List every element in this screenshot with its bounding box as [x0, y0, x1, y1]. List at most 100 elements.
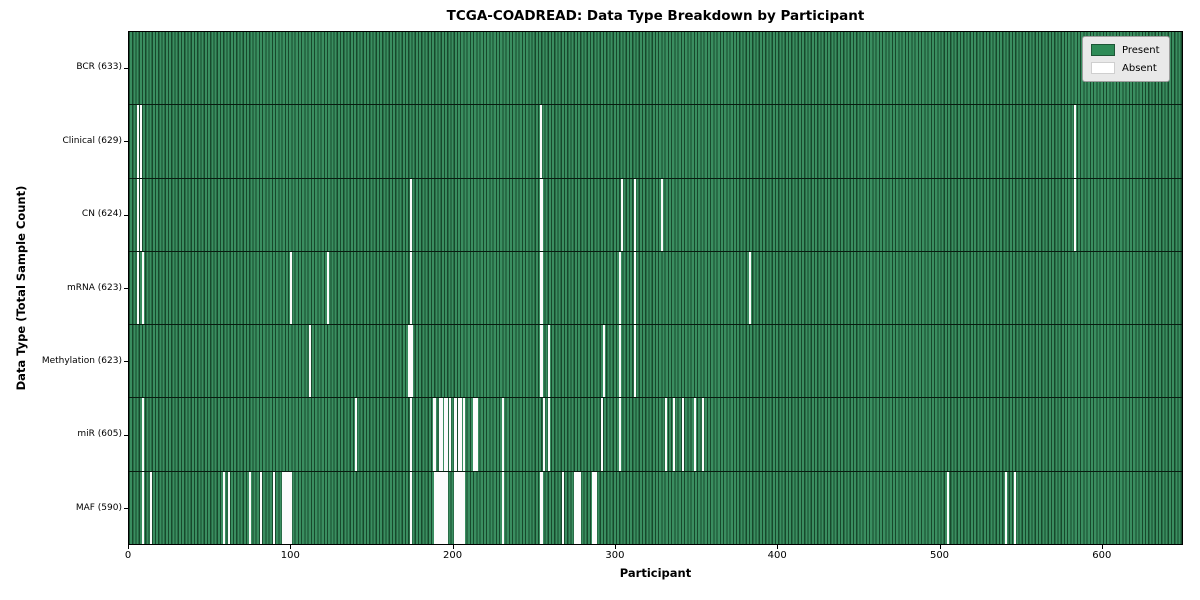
absent-swatch-icon	[1091, 62, 1115, 74]
absent-stripe	[502, 398, 505, 471]
absent-stripe	[223, 471, 226, 544]
absent-stripe	[539, 471, 542, 544]
absent-stripe	[460, 398, 463, 471]
absent-stripe	[542, 398, 545, 471]
absent-stripe	[289, 251, 292, 325]
absent-stripe	[281, 471, 284, 544]
x-axis-label: Participant	[619, 566, 692, 580]
absent-stripe	[661, 178, 664, 251]
row-Clinical	[129, 104, 1182, 178]
absent-stripe	[228, 471, 230, 544]
absent-stripe	[260, 471, 263, 544]
absent-stripe	[476, 398, 479, 471]
x-tick-label: 600	[1092, 550, 1112, 561]
absent-stripe	[448, 398, 451, 471]
absent-stripe	[633, 325, 636, 398]
x-tick-mark	[777, 545, 779, 549]
absent-stripe	[620, 178, 623, 251]
absent-stripe	[440, 471, 443, 544]
absent-stripe	[409, 251, 412, 325]
present-swatch-icon	[1091, 44, 1115, 56]
absent-stripe	[547, 398, 550, 471]
x-tick-label: 0	[124, 550, 132, 561]
x-tick-mark	[452, 545, 454, 549]
absent-stripe	[455, 398, 458, 471]
absent-stripe	[578, 471, 581, 544]
absent-stripe	[442, 471, 445, 544]
y-tick-mark	[124, 141, 128, 143]
x-tick-mark	[128, 545, 129, 549]
absent-stripe	[573, 471, 576, 544]
absent-stripe	[594, 471, 597, 544]
legend-label-absent: Absent	[1122, 62, 1157, 74]
x-tick-label: 300	[605, 550, 625, 561]
absent-stripe	[539, 105, 542, 178]
absent-stripe	[619, 325, 622, 398]
y-tick-mark	[124, 361, 128, 363]
absent-stripe	[327, 251, 330, 325]
absent-stripe	[591, 471, 594, 544]
absent-stripe	[502, 471, 505, 544]
absent-stripe	[409, 471, 412, 544]
y-tick-label-CN: CN (624)	[81, 209, 122, 220]
y-tick-label-mRNA: mRNA (623)	[67, 282, 122, 293]
row-Methylation	[129, 324, 1182, 398]
absent-stripe	[463, 471, 466, 544]
x-tick-mark	[290, 545, 292, 549]
absent-stripe	[286, 471, 289, 544]
absent-stripe	[593, 471, 596, 544]
absent-stripe	[456, 471, 459, 544]
absent-stripe	[672, 398, 675, 471]
absent-stripe	[453, 471, 456, 544]
y-tick-mark	[124, 434, 128, 436]
absent-stripe	[434, 471, 437, 544]
absent-stripe	[443, 398, 446, 471]
absent-stripe	[140, 178, 143, 251]
absent-stripe	[541, 325, 544, 398]
absent-stripe	[409, 325, 412, 398]
absent-stripe	[445, 471, 448, 544]
absent-stripe	[541, 471, 544, 544]
absent-stripe	[1013, 471, 1016, 544]
absent-stripe	[473, 398, 476, 471]
absent-stripe	[576, 471, 579, 544]
x-tick-label: 200	[443, 550, 463, 561]
y-tick-label-BCR: BCR (633)	[76, 62, 122, 73]
absent-stripe	[411, 325, 414, 398]
legend: Present Absent	[1082, 36, 1170, 82]
absent-stripe	[137, 178, 140, 251]
absent-stripe	[434, 398, 437, 471]
chart-title: TCGA-COADREAD: Data Type Breakdown by Pa…	[446, 8, 865, 24]
absent-stripe	[458, 471, 461, 544]
absent-stripe	[539, 178, 542, 251]
absent-stripe	[547, 325, 550, 398]
plot-area	[128, 31, 1183, 545]
x-tick-label: 100	[280, 550, 300, 561]
x-tick-label: 400	[767, 550, 787, 561]
absent-stripe	[749, 251, 752, 325]
absent-stripe	[435, 471, 438, 544]
absent-stripe	[575, 471, 578, 544]
row-MAF	[129, 470, 1182, 544]
row-CN	[129, 177, 1182, 251]
absent-stripe	[249, 471, 252, 544]
legend-item-absent: Absent	[1091, 62, 1161, 74]
absent-stripe	[474, 398, 477, 471]
absent-stripe	[289, 471, 292, 544]
absent-stripe	[463, 398, 466, 471]
absent-stripe	[664, 398, 667, 471]
absent-stripe	[141, 251, 144, 325]
absent-stripe	[601, 398, 604, 471]
y-tick-label-Methylation: Methylation (623)	[41, 355, 122, 366]
absent-stripe	[461, 471, 464, 544]
absent-stripe	[288, 471, 291, 544]
row-mRNA	[129, 250, 1182, 325]
absent-stripe	[439, 398, 441, 471]
x-tick-mark	[614, 545, 616, 549]
absent-stripe	[283, 471, 286, 544]
y-tick-label-Clinical: Clinical (629)	[62, 135, 122, 146]
y-tick-label-MAF: MAF (590)	[75, 502, 122, 513]
legend-item-present: Present	[1091, 44, 1161, 56]
absent-stripe	[409, 398, 412, 471]
